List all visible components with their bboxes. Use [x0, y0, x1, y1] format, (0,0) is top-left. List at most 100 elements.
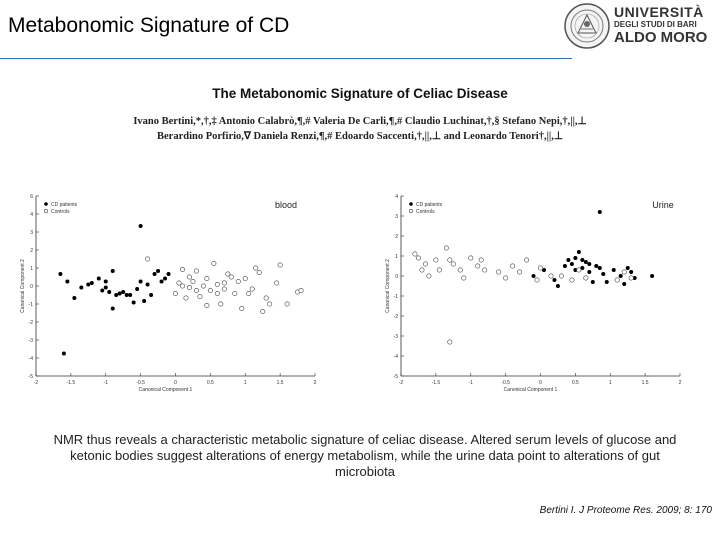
legend-label-controls: Controls: [416, 209, 435, 215]
cd-patient-point: [625, 266, 630, 270]
control-point: [235, 279, 241, 285]
blood-scatter-plot: -2 -1.5 -1 -0.5 0 0.5 1 1.5 2 6 4 3 2 1 0 -1 -2 -3 -4 -5 Can…: [18, 190, 323, 395]
control-point: [256, 270, 262, 276]
control-point: [263, 295, 269, 301]
control-point: [186, 274, 192, 280]
cd-patient-point: [622, 282, 627, 286]
control-point: [179, 267, 185, 273]
cd-patient-point: [96, 276, 101, 281]
control-point: [524, 257, 530, 263]
cd-patient-point: [552, 278, 557, 282]
cd-patient-point: [142, 299, 147, 303]
cd-patient-point: [531, 274, 536, 278]
x-tick-label: 1.5: [277, 380, 284, 386]
legend-marker-controls: [43, 208, 49, 214]
x-tick-label: 1: [609, 380, 612, 386]
control-point: [436, 267, 442, 273]
control-point: [197, 294, 203, 300]
control-point: [274, 280, 280, 286]
cd-patient-point: [89, 281, 94, 285]
control-point: [468, 255, 474, 261]
y-tick-label: -4: [29, 356, 34, 362]
cd-patient-point: [597, 210, 602, 214]
cd-patient-point: [587, 262, 592, 266]
control-point: [415, 255, 421, 261]
control-point: [221, 280, 227, 286]
y-tick-label: -4: [394, 354, 399, 360]
control-point: [475, 263, 481, 269]
x-tick-label: -0.5: [136, 380, 145, 386]
y-tick-label: 4: [395, 194, 398, 200]
control-point: [239, 306, 245, 312]
cd-patient-point: [601, 272, 606, 276]
x-tick-label: 0: [174, 380, 177, 386]
legend-label-cd: CD patients: [51, 202, 78, 208]
cd-patient-point: [629, 270, 634, 274]
control-point: [298, 288, 304, 294]
control-point: [284, 301, 290, 307]
control-point: [496, 269, 502, 275]
control-point: [412, 251, 418, 257]
cd-patient-point: [79, 285, 84, 290]
x-axis-label: Canonical Component 1: [139, 387, 193, 393]
y-tick-label: 3: [395, 214, 398, 220]
cd-patient-point: [103, 285, 108, 290]
paper-authors-line-1: Ivano Bertini,*,†,‡ Antonio Calabrò,¶,# …: [133, 116, 587, 127]
control-point: [207, 288, 213, 294]
cd-patient-point: [597, 266, 602, 270]
y-tick-label: -1: [29, 302, 34, 308]
control-point: [628, 275, 634, 281]
control-point: [461, 275, 467, 281]
x-tick-label: 2: [314, 380, 317, 386]
cd-patient-point: [138, 279, 143, 284]
control-point: [176, 280, 182, 286]
cd-patient-point: [138, 224, 143, 228]
control-point: [193, 288, 199, 294]
control-point: [225, 271, 231, 277]
y-tick-label: -3: [394, 334, 399, 340]
y-tick-label: 1: [395, 254, 398, 260]
cd-patient-point: [107, 290, 112, 294]
cd-patient-point: [128, 293, 133, 297]
x-tick-label: -2: [399, 380, 404, 386]
x-tick-label: 0.5: [572, 380, 579, 386]
legend-marker-cd: [409, 202, 413, 206]
cd-patient-point: [156, 269, 161, 273]
control-point: [186, 285, 192, 291]
control-point: [534, 277, 540, 283]
logo-line-3: ALDO MORO: [614, 29, 708, 46]
cd-patient-point: [110, 269, 115, 273]
x-tick-label: -0.5: [501, 380, 510, 386]
cd-patient-point: [145, 282, 150, 287]
cd-patient-point: [135, 287, 140, 291]
cd-patient-point: [573, 268, 578, 272]
control-point: [249, 286, 255, 292]
university-logo: UNIVERSITÀ DEGLI STUDI DI BARI ALDO MORO: [562, 2, 720, 54]
control-point: [183, 295, 189, 301]
cd-patient-point: [650, 274, 655, 278]
cd-patient-point: [590, 280, 595, 284]
control-point: [253, 265, 259, 271]
control-point: [190, 279, 196, 285]
control-point: [426, 273, 432, 279]
slide-title: Metabonomic Signature of CD: [8, 14, 290, 37]
control-point: [478, 257, 484, 263]
control-point: [221, 286, 227, 292]
control-point: [503, 275, 509, 281]
control-point: [260, 309, 266, 315]
cd-patient-point: [110, 306, 115, 311]
x-tick-label: 0: [539, 380, 542, 386]
y-tick-label: -1: [394, 294, 399, 300]
y-tick-label: 2: [395, 234, 398, 240]
x-tick-label: 0.5: [207, 380, 214, 386]
cd-patient-point: [562, 264, 567, 268]
title-divider: [0, 58, 572, 59]
control-point: [576, 267, 582, 273]
control-point: [246, 291, 252, 297]
control-point: [232, 291, 238, 297]
cd-patient-point: [604, 280, 609, 284]
legend-label-controls: Controls: [51, 209, 70, 215]
cd-patient-point: [86, 282, 91, 287]
x-tick-label: 1.5: [642, 380, 649, 386]
control-point: [200, 283, 206, 289]
